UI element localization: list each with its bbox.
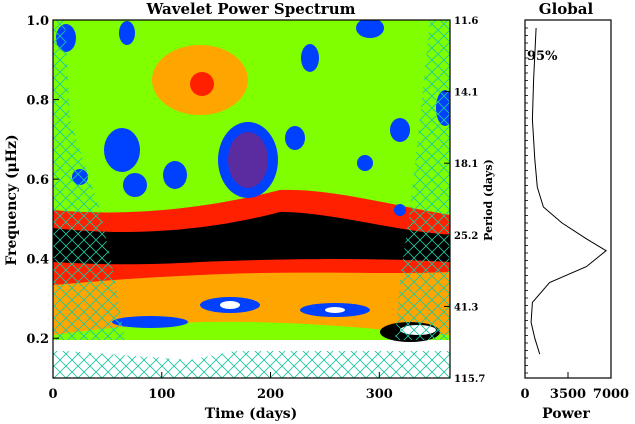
wps-period-label: Period (days) [482, 159, 495, 241]
wps-ytick-label: 0.8 [26, 94, 49, 109]
global-frame [524, 19, 612, 379]
wps-ylabel: Frequency (μHz) [4, 134, 20, 265]
wavelet-heatmap [53, 20, 450, 378]
global-xlabel: Power [542, 406, 590, 422]
wps-xtick-label: 200 [257, 387, 284, 402]
wps-ytick-label: 0.4 [26, 253, 49, 268]
global-xtick-label: 3500 [550, 387, 586, 402]
wps-ytick-label: 0.2 [26, 332, 49, 347]
global-title: Global [539, 0, 594, 18]
wps-ytick-label: 1.0 [26, 14, 49, 29]
period-tick-label: 18.1 [454, 159, 478, 170]
wps-xtick-label: 300 [366, 387, 393, 402]
period-tick-label: 11.6 [454, 16, 478, 27]
global-annotation: 95% [527, 49, 558, 64]
wps-xtick-label: 100 [148, 387, 175, 402]
global-xtick-label: 0 [520, 387, 529, 402]
global-xtick-label: 7000 [593, 387, 629, 402]
wps-xtick-label: 0 [48, 387, 57, 402]
wps-frame [52, 19, 451, 379]
global-power-line [530, 27, 607, 355]
wps-title: Wavelet Power Spectrum [146, 0, 356, 18]
period-tick-label: 41.3 [454, 302, 478, 313]
wps-ytick-label: 0.6 [26, 173, 49, 188]
wps-xlabel: Time (days) [205, 406, 297, 422]
period-tick-label: 115.7 [454, 374, 485, 385]
period-tick-label: 14.1 [454, 88, 478, 99]
period-tick-label: 25.2 [454, 231, 478, 242]
